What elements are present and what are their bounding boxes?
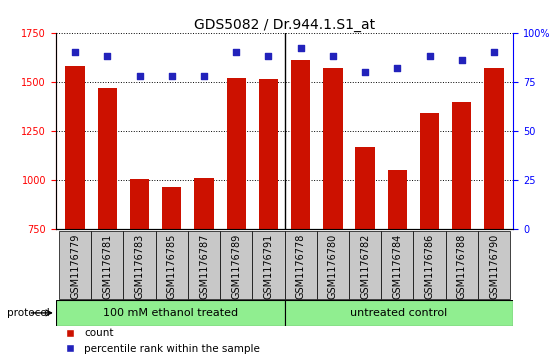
Text: GSM1176782: GSM1176782 [360,234,370,299]
Point [489,49,498,55]
Bar [227,78,246,229]
Text: GSM1176785: GSM1176785 [167,234,177,299]
Point [103,53,112,59]
Bar [56,300,285,326]
Title: GDS5082 / Dr.944.1.S1_at: GDS5082 / Dr.944.1.S1_at [194,18,375,32]
Bar [162,187,181,229]
Bar [446,231,478,299]
Bar [285,300,513,326]
Legend: count, percentile rank within the sample: count, percentile rank within the sample [61,324,264,358]
Bar [156,231,188,299]
Point [264,53,273,59]
Bar [252,231,285,299]
Bar [188,231,220,299]
Bar [220,231,252,299]
Point [167,73,176,79]
Bar [317,231,349,299]
Bar [484,68,504,229]
Point [232,49,240,55]
Text: GSM1176788: GSM1176788 [457,234,467,299]
Bar [355,147,375,229]
Bar [259,79,278,229]
Point [329,53,338,59]
Bar [323,68,343,229]
Bar [349,231,381,299]
Text: GSM1176780: GSM1176780 [328,234,338,299]
Bar [194,178,214,229]
Point [425,53,434,59]
Bar [92,231,123,299]
Bar [65,66,85,229]
Bar [98,87,117,229]
Text: GSM1176791: GSM1176791 [263,234,273,299]
Text: GSM1176783: GSM1176783 [134,234,145,299]
Text: GSM1176781: GSM1176781 [102,234,112,299]
Bar [478,231,510,299]
Point [458,57,466,63]
Point [296,45,305,51]
Bar [285,231,317,299]
Bar [381,231,413,299]
Bar [59,231,92,299]
Text: GSM1176784: GSM1176784 [392,234,402,299]
Text: GSM1176787: GSM1176787 [199,234,209,299]
Text: GSM1176790: GSM1176790 [489,234,499,299]
Point [393,65,402,71]
Text: untreated control: untreated control [350,308,448,318]
Bar [388,170,407,229]
Bar [420,113,439,229]
Point [360,69,369,75]
Text: 100 mM ethanol treated: 100 mM ethanol treated [103,308,238,318]
Text: GSM1176779: GSM1176779 [70,234,80,299]
Point [135,73,144,79]
Text: protocol: protocol [7,308,50,318]
Bar [130,179,149,229]
Bar [413,231,446,299]
Point [71,49,80,55]
Bar [123,231,156,299]
Text: GSM1176778: GSM1176778 [296,234,306,299]
Bar [452,102,472,229]
Point [200,73,209,79]
Text: GSM1176786: GSM1176786 [425,234,435,299]
Text: GSM1176789: GSM1176789 [231,234,241,299]
Bar [291,60,310,229]
